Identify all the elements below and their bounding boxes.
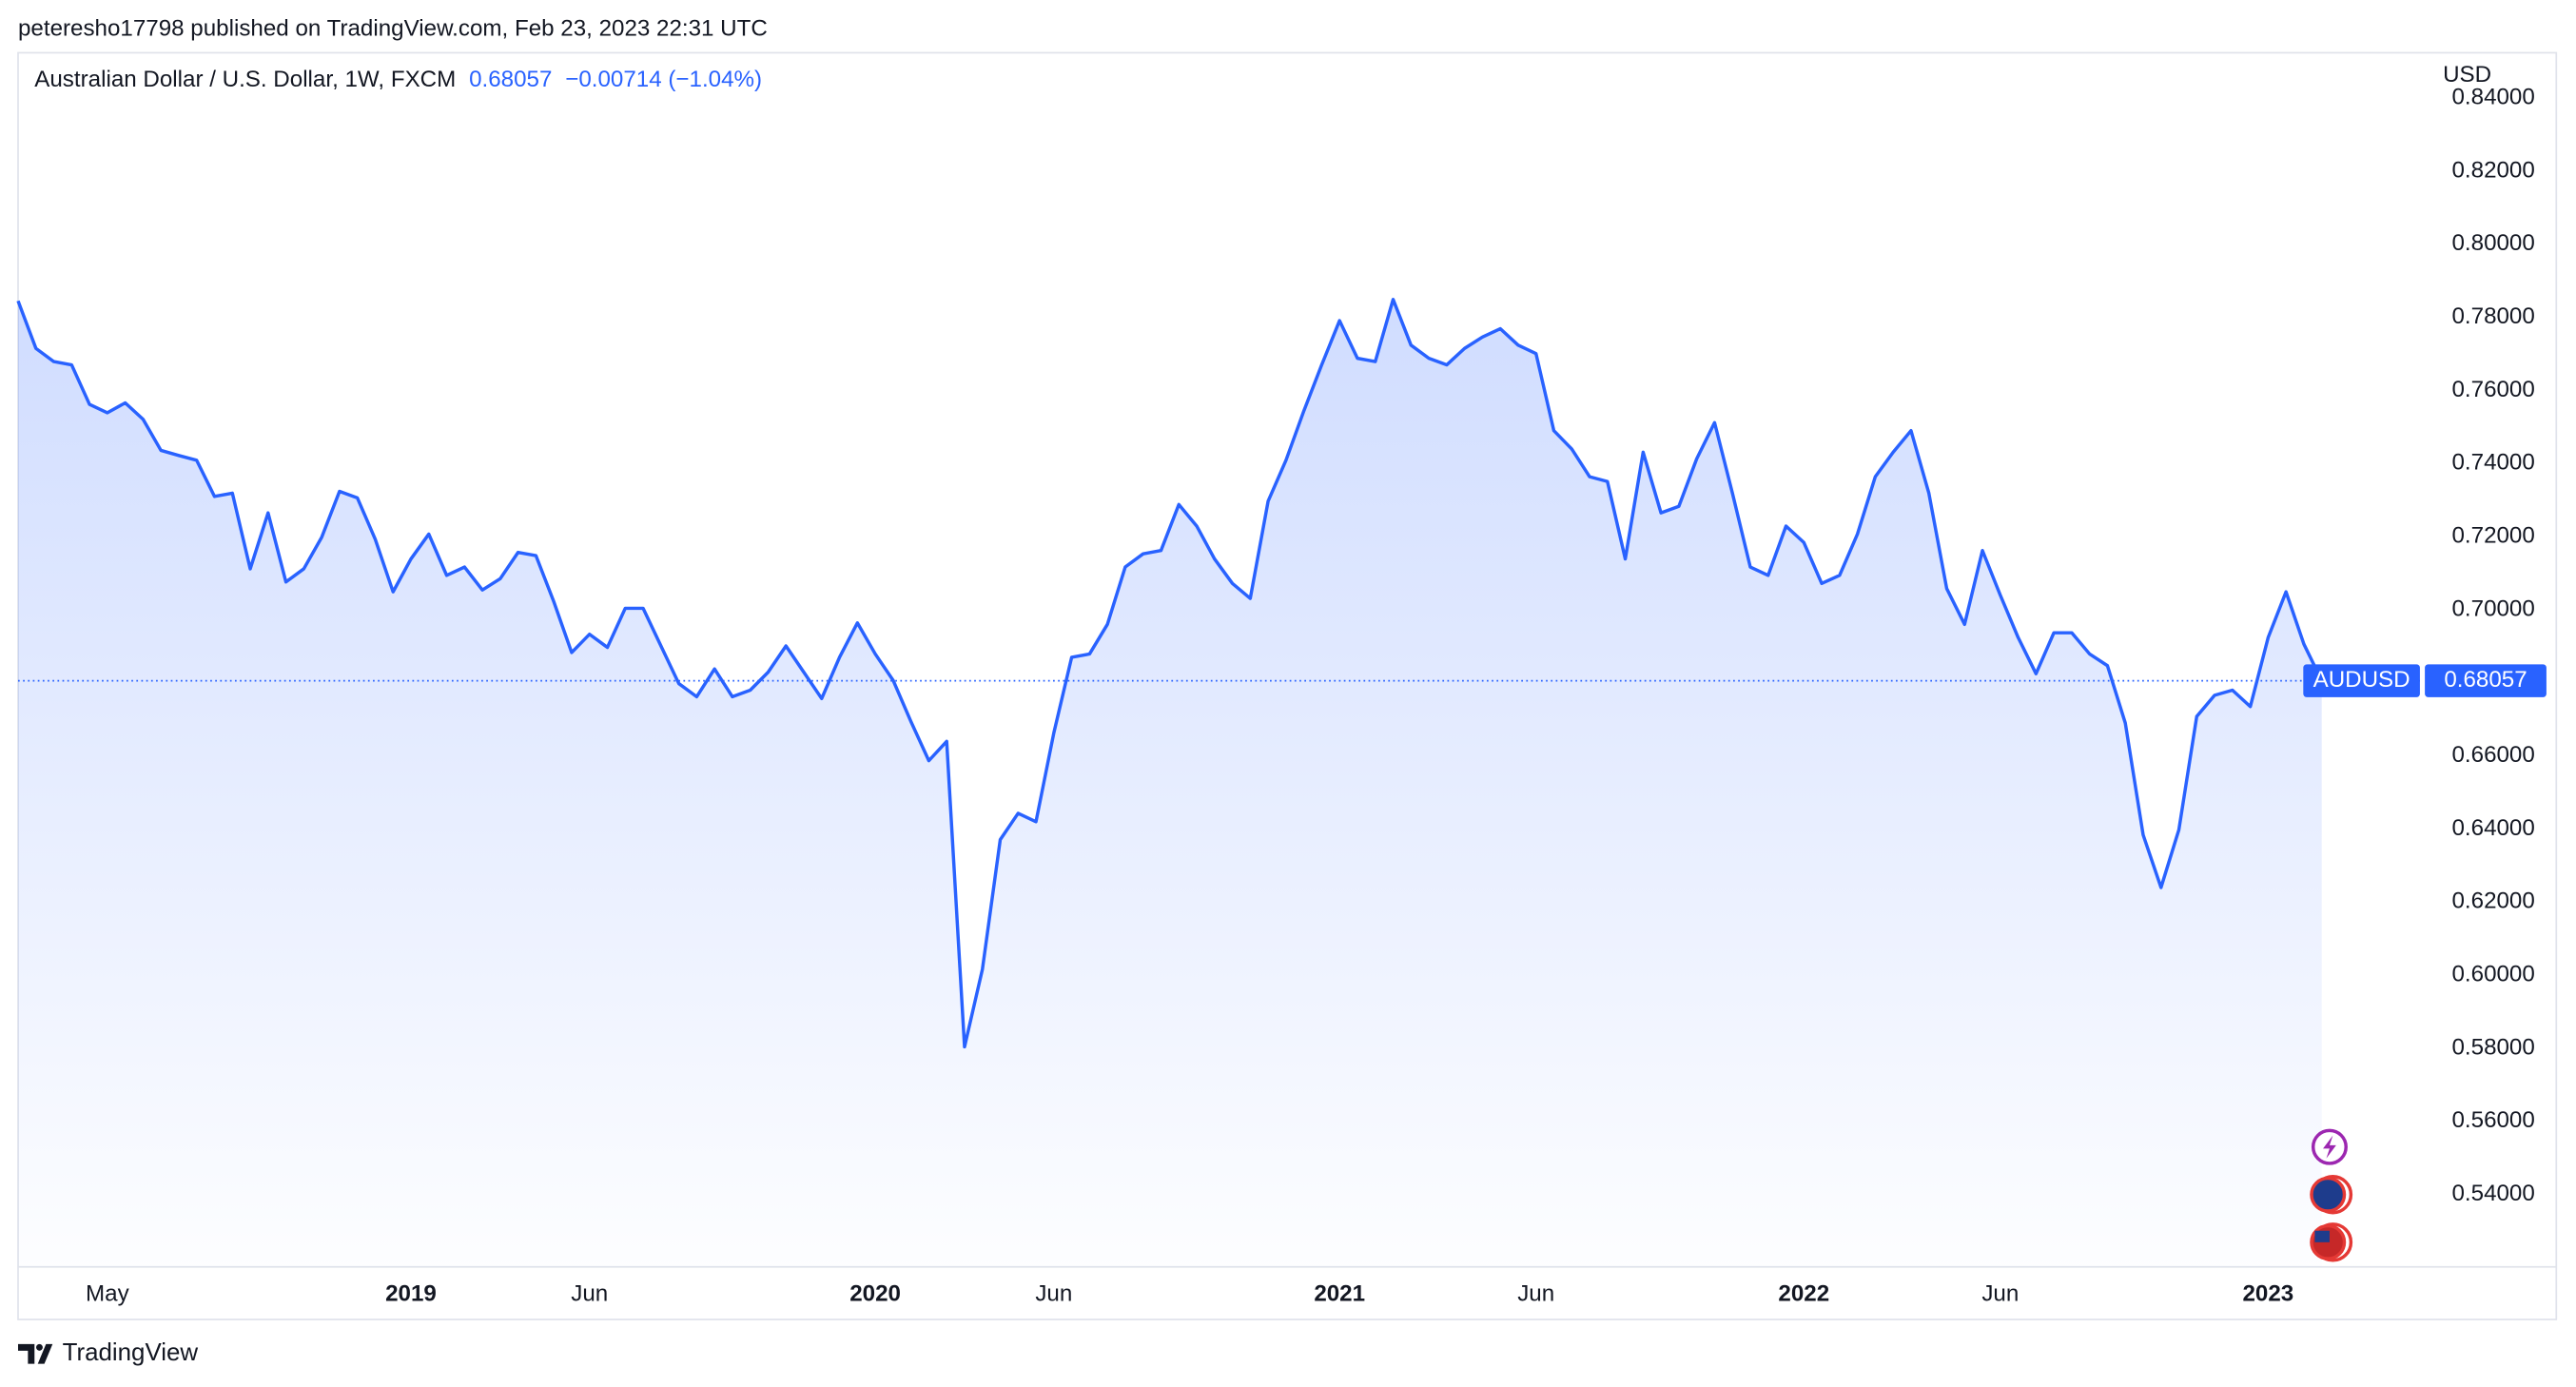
y-tick-label: 0.82000 xyxy=(2451,157,2534,183)
y-tick-label: 0.78000 xyxy=(2451,303,2534,329)
x-tick-label: 2020 xyxy=(849,1280,901,1306)
published-note: peteresho17798 published on TradingView.… xyxy=(18,16,768,42)
event-icon-glyph xyxy=(2323,1135,2336,1159)
y-tick-label: 0.56000 xyxy=(2451,1107,2534,1133)
y-tick-label: 0.54000 xyxy=(2451,1181,2534,1206)
y-tick-label: 0.60000 xyxy=(2451,962,2534,987)
x-tick-label: May xyxy=(86,1280,130,1306)
area-fill xyxy=(17,299,2322,1267)
x-tick-label: 2021 xyxy=(1314,1280,1365,1306)
x-tick-label: Jun xyxy=(1981,1280,2019,1306)
x-tick-label: Jun xyxy=(1517,1280,1554,1306)
y-tick-label: 0.74000 xyxy=(2451,450,2534,476)
instrument-title: Australian Dollar / U.S. Dollar, 1W, FXC… xyxy=(34,67,456,92)
price-badge-label: 0.68057 xyxy=(2444,667,2527,693)
x-tick-label: Jun xyxy=(571,1280,608,1306)
y-tick-label: 0.58000 xyxy=(2451,1034,2534,1060)
symbol-badge xyxy=(2303,664,2420,697)
y-tick-label: 0.70000 xyxy=(2451,596,2534,621)
y-tick-label: 0.64000 xyxy=(2451,815,2534,841)
x-tick-label: 2023 xyxy=(2243,1280,2294,1306)
plot-area xyxy=(16,298,2422,1267)
brand-logo xyxy=(17,1343,53,1364)
x-tick-label: Jun xyxy=(1035,1280,1072,1306)
y-tick-label: 0.76000 xyxy=(2451,377,2534,402)
y-tick-label: 0.84000 xyxy=(2451,84,2534,109)
symbol-header: Australian Dollar / U.S. Dollar, 1W, FXC… xyxy=(34,67,762,92)
brand-name: TradingView xyxy=(63,1339,199,1366)
x-tick-label: 2022 xyxy=(1778,1280,1829,1306)
flag-us-canton xyxy=(2314,1230,2330,1242)
event-icons xyxy=(2310,1128,2353,1262)
symbol-badge-label: AUDUSD xyxy=(2313,667,2410,693)
y-tick-label: 0.72000 xyxy=(2451,523,2534,549)
price-badge xyxy=(2425,664,2547,697)
price-line xyxy=(16,298,2324,1049)
y-tick-label: 0.66000 xyxy=(2451,742,2534,768)
currency-backdrop xyxy=(2425,55,2555,106)
flag-au xyxy=(2310,1176,2347,1213)
brand: TradingView xyxy=(17,1339,199,1366)
y-tick-label: 0.80000 xyxy=(2451,230,2534,256)
y-tick-label: 0.62000 xyxy=(2451,889,2534,914)
last-price: 0.68057 xyxy=(469,67,552,92)
x-tick-label: 2019 xyxy=(385,1280,437,1306)
brand-logo-dot xyxy=(35,1343,43,1351)
currency-label: USD xyxy=(2443,62,2491,88)
price-change: −0.00714 (−1.04%) xyxy=(565,67,762,92)
